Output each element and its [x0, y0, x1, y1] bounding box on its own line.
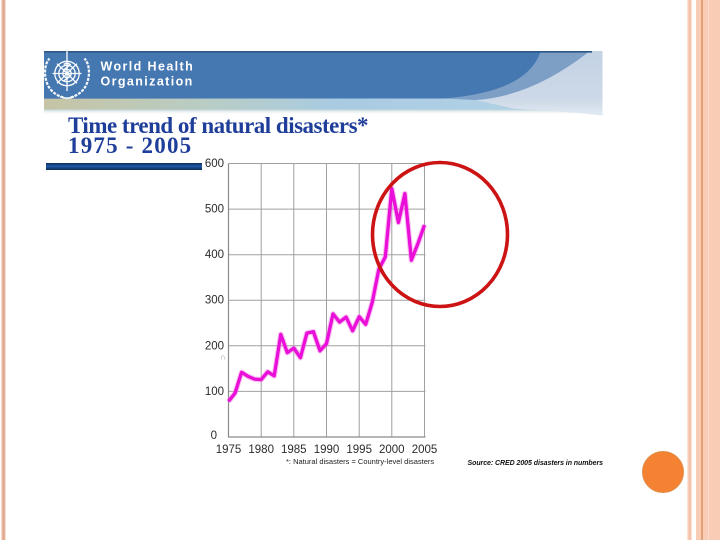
svg-text:∩: ∩	[220, 353, 226, 362]
svg-text:World Health: World Health	[101, 60, 195, 74]
svg-text:Source: CRED 2005 disasters i: Source: CRED 2005 disasters in numbers	[468, 460, 604, 467]
svg-text:2000: 2000	[379, 444, 405, 456]
svg-text:1995: 1995	[346, 444, 372, 456]
svg-text:400: 400	[205, 249, 224, 261]
svg-text:1990: 1990	[314, 444, 340, 456]
svg-text:*: Natural disasters = Country: *: Natural disasters = Country-level dis…	[286, 457, 434, 466]
svg-text:500: 500	[205, 204, 224, 216]
svg-text:1980: 1980	[248, 444, 274, 456]
svg-text:2005: 2005	[412, 444, 438, 456]
svg-text:1975: 1975	[216, 444, 242, 456]
svg-text:300: 300	[205, 295, 224, 307]
svg-text:0: 0	[211, 430, 217, 442]
svg-text:200: 200	[205, 340, 224, 352]
svg-text:100: 100	[205, 386, 224, 398]
svg-text:Organization: Organization	[101, 75, 194, 89]
svg-text:1985: 1985	[281, 444, 307, 456]
svg-text:600: 600	[205, 158, 224, 170]
